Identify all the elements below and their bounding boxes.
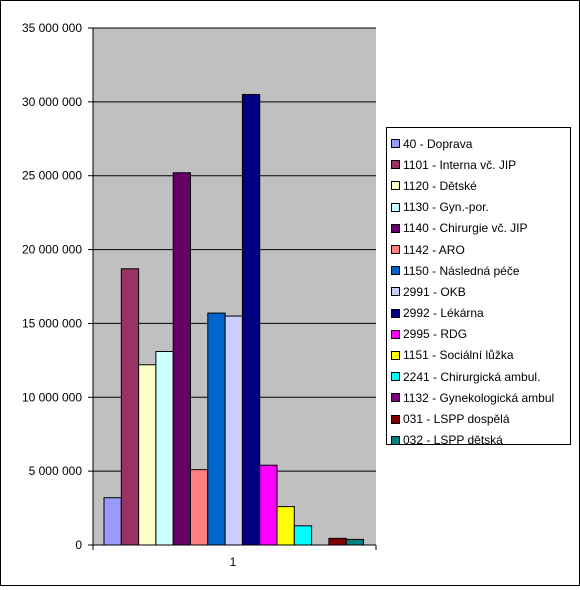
bar xyxy=(345,538,365,546)
legend-swatch xyxy=(391,308,400,318)
legend-swatch xyxy=(391,372,400,382)
bar xyxy=(276,506,295,546)
legend-label: 1132 - Gynekologická ambul xyxy=(403,390,555,405)
legend-item: 1120 - Dětské xyxy=(391,175,570,196)
legend-label: 1140 - Chirurgie vč. JIP xyxy=(403,221,528,236)
legend-swatch xyxy=(391,139,400,149)
y-axis-tick-labels: 0 5 000 000 10 000 000 15 000 000 20 000 000… xyxy=(22,21,93,552)
legend-label: 2241 - Chirurgická ambul. xyxy=(403,369,541,384)
bar xyxy=(103,497,122,546)
legend-label: 032 - LSPP dětská xyxy=(403,433,503,448)
bar xyxy=(293,525,313,546)
legend-item: 2991 - OKB xyxy=(391,281,570,302)
legend-item: 1151 - Sociální lůžka xyxy=(391,345,570,366)
y-tick-label: 35 000 000 xyxy=(22,21,82,35)
legend-item: 1150 - Následná péče xyxy=(391,260,570,281)
bar xyxy=(328,537,347,546)
legend-item: 1132 - Gynekologická ambul xyxy=(391,387,570,408)
legend-item: 1130 - Gyn.-por. xyxy=(391,197,570,218)
legend-item: 031 - LSPP dospělá xyxy=(391,408,570,429)
legend-item: 2995 - RDG xyxy=(391,324,570,345)
legend-swatch xyxy=(391,223,400,233)
bar xyxy=(155,350,174,546)
legend-swatch xyxy=(391,393,400,403)
legend-item: 1101 - Interna vč. JIP xyxy=(391,154,570,175)
legend-item: 1140 - Chirurgie vč. JIP xyxy=(391,218,570,239)
bar xyxy=(207,312,226,546)
legend-label: 1130 - Gyn.-por. xyxy=(403,200,489,215)
legend-swatch xyxy=(391,414,400,424)
bar xyxy=(241,93,261,546)
legend-item: 2992 - Lékárna xyxy=(391,303,570,324)
legend-swatch xyxy=(391,245,400,255)
y-tick-label: 20 000 000 xyxy=(22,243,82,257)
x-axis-category-label: 1 xyxy=(230,555,237,569)
y-tick-label: 0 xyxy=(75,538,82,552)
legend-label: 2992 - Lékárna xyxy=(403,306,484,321)
legend-swatch xyxy=(391,350,400,360)
bar xyxy=(224,315,243,546)
legend-label: 1142 - ARO xyxy=(403,242,465,257)
bar xyxy=(120,268,140,546)
y-tick-label: 10 000 000 xyxy=(22,390,82,404)
legend-label: 2995 - RDG xyxy=(403,327,468,342)
legend-item: 032 - LSPP dětská xyxy=(391,430,570,451)
bar xyxy=(190,469,209,546)
legend-swatch xyxy=(391,160,400,170)
legend-item: 2241 - Chirurgická ambul. xyxy=(391,366,570,387)
legend-label: 1150 - Následná péče xyxy=(403,263,520,278)
legend-label: 40 - Doprava xyxy=(403,136,473,151)
legend-label: 1101 - Interna vč. JIP xyxy=(403,157,517,172)
legend: 40 - Doprava 1101 - Interna vč. JIP 1120 -… xyxy=(386,127,571,447)
bar xyxy=(172,172,191,546)
legend-swatch xyxy=(391,287,400,297)
legend-swatch xyxy=(391,202,400,212)
y-tick-label: 5 000 000 xyxy=(29,464,83,478)
legend-swatch xyxy=(391,181,400,191)
legend-swatch xyxy=(391,329,400,339)
y-tick-label: 25 000 000 xyxy=(22,169,82,183)
legend-item: 40 - Doprava xyxy=(391,133,570,154)
axes xyxy=(92,28,377,550)
bar xyxy=(259,464,278,546)
legend-label: 1120 - Dětské xyxy=(403,178,477,193)
legend-item: 1142 - ARO xyxy=(391,239,570,260)
legend-label: 1151 - Sociální lůžka xyxy=(403,348,514,363)
legend-swatch xyxy=(391,435,400,445)
legend-swatch xyxy=(391,266,400,276)
y-tick-label: 15 000 000 xyxy=(22,316,82,330)
legend-label: 2991 - OKB xyxy=(403,284,466,299)
legend-label: 031 - LSPP dospělá xyxy=(403,412,510,427)
bar xyxy=(138,364,157,546)
y-tick-label: 30 000 000 xyxy=(22,95,82,109)
